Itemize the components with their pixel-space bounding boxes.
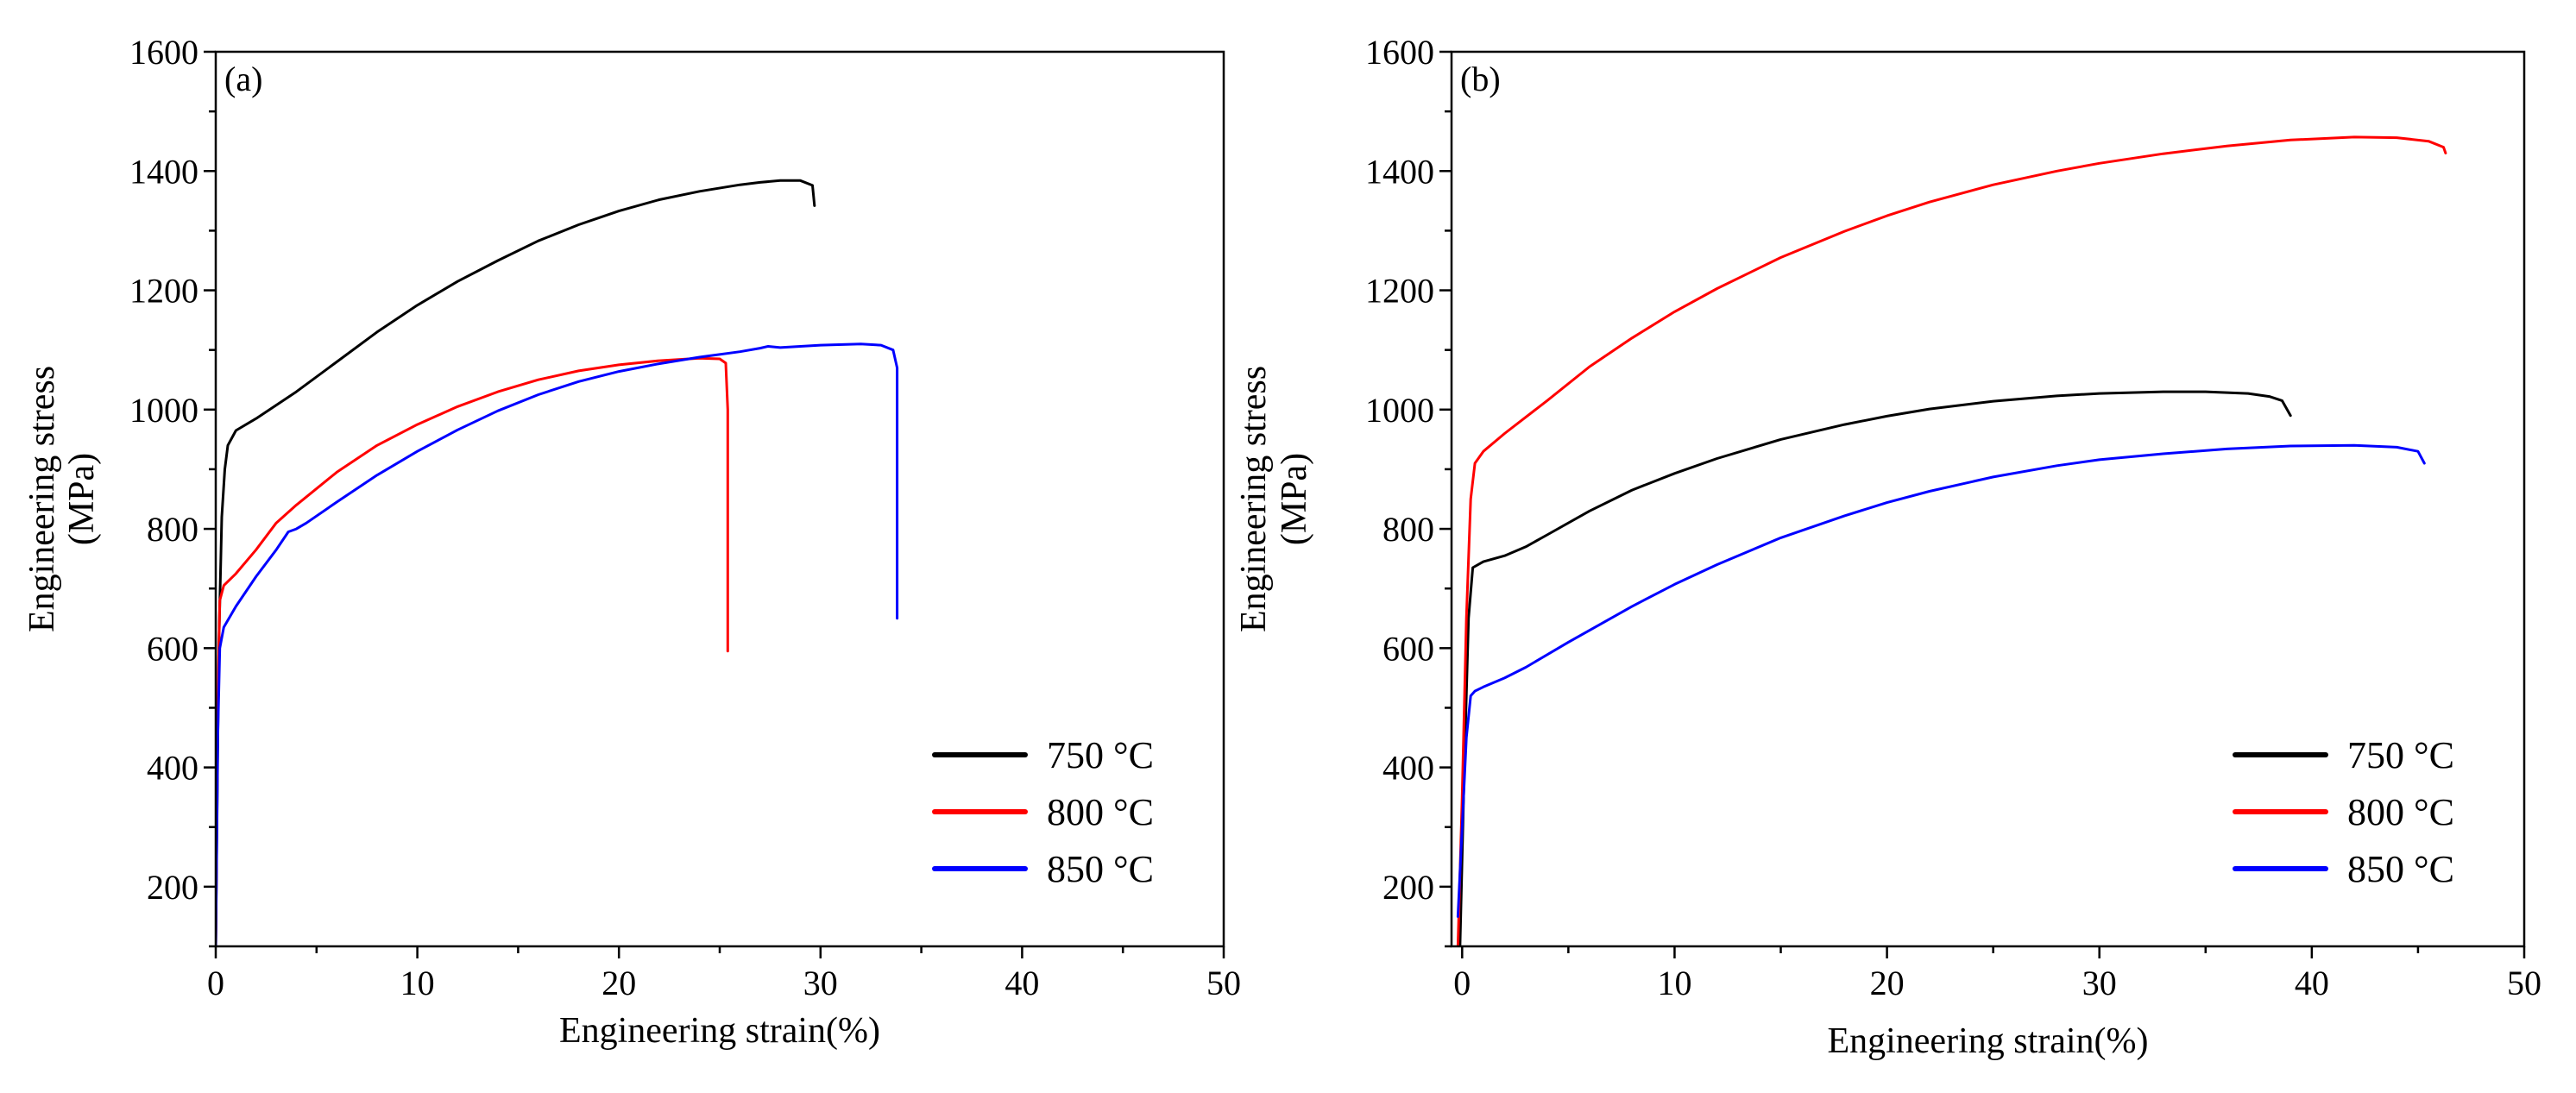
x-tick-label: 10 (400, 964, 435, 1002)
y-tick-label: 1600 (1365, 33, 1434, 72)
legend-label-750: 750 °C (2347, 734, 2454, 776)
y-tick-label: 200 (147, 868, 198, 907)
series-line-850 (1456, 443, 2426, 918)
y-tick-label: 400 (1382, 749, 1434, 788)
y-tick-label: 600 (1382, 629, 1434, 668)
x-tick-label: 10 (1657, 964, 1691, 1002)
x-tick-label: 40 (1005, 964, 1039, 1002)
legend: 750 °C 800 °C 850 °C (932, 734, 1154, 890)
x-axis-title: Engineering strain(%) (1827, 1021, 2148, 1061)
chart-panel-b: 0 10 20 30 40 50 200 400 600 800 1000 1200 1400 1600 (… (1234, 33, 2541, 1061)
legend-label-850: 850 °C (1047, 848, 1154, 890)
y-tick-label: 1200 (129, 272, 198, 311)
series-line-800 (1456, 135, 2447, 946)
x-tick-label: 0 (207, 964, 224, 1002)
y-axis-unit: (MPa) (1275, 453, 1314, 545)
y-tick-label: 1400 (1365, 152, 1434, 191)
x-tick-label: 0 (1453, 964, 1471, 1002)
panel-label: (a) (224, 60, 262, 98)
legend-label-850: 850 °C (2347, 848, 2454, 890)
y-tick-label: 1600 (129, 33, 198, 72)
y-axis-unit: (MPa) (62, 453, 102, 545)
legend: 750 °C 800 °C 850 °C (2233, 734, 2454, 890)
legend-label-750: 750 °C (1047, 734, 1154, 776)
y-axis-title: Engineering stress (1234, 366, 1274, 632)
y-tick-label: 1400 (129, 152, 198, 191)
y-axis-title: Engineering stress (22, 366, 62, 632)
x-axis-title: Engineering strain(%) (559, 1011, 880, 1051)
x-tick-label: 50 (2507, 964, 2541, 1002)
y-tick-label: 800 (147, 510, 198, 549)
x-tick-label: 30 (803, 964, 838, 1002)
series-line-750 (1458, 390, 2292, 946)
chart-panel-a: 0 10 20 30 40 50 200 400 600 800 1000 1200 1400 1600 (… (22, 33, 1241, 1051)
series-line-750 (216, 179, 816, 946)
panel-label: (b) (1460, 60, 1501, 98)
x-tick-label: 40 (2295, 964, 2329, 1002)
series-line-850 (216, 342, 899, 946)
series-line-800 (216, 356, 729, 946)
y-tick-label: 1000 (129, 391, 198, 430)
legend-label-800: 800 °C (2347, 791, 2454, 833)
y-tick-label: 1200 (1365, 272, 1434, 311)
plot-frame (1450, 50, 2526, 948)
x-tick-label: 30 (2082, 964, 2117, 1002)
x-tick-label: 20 (1870, 964, 1905, 1002)
y-tick-label: 600 (147, 629, 198, 668)
legend-label-800: 800 °C (1047, 791, 1154, 833)
y-tick-label: 400 (147, 749, 198, 788)
y-tick-label: 1000 (1365, 391, 1434, 430)
x-tick-label: 50 (1206, 964, 1241, 1002)
y-tick-label: 200 (1382, 868, 1434, 907)
x-tick-label: 20 (601, 964, 636, 1002)
y-tick-label: 800 (1382, 510, 1434, 549)
